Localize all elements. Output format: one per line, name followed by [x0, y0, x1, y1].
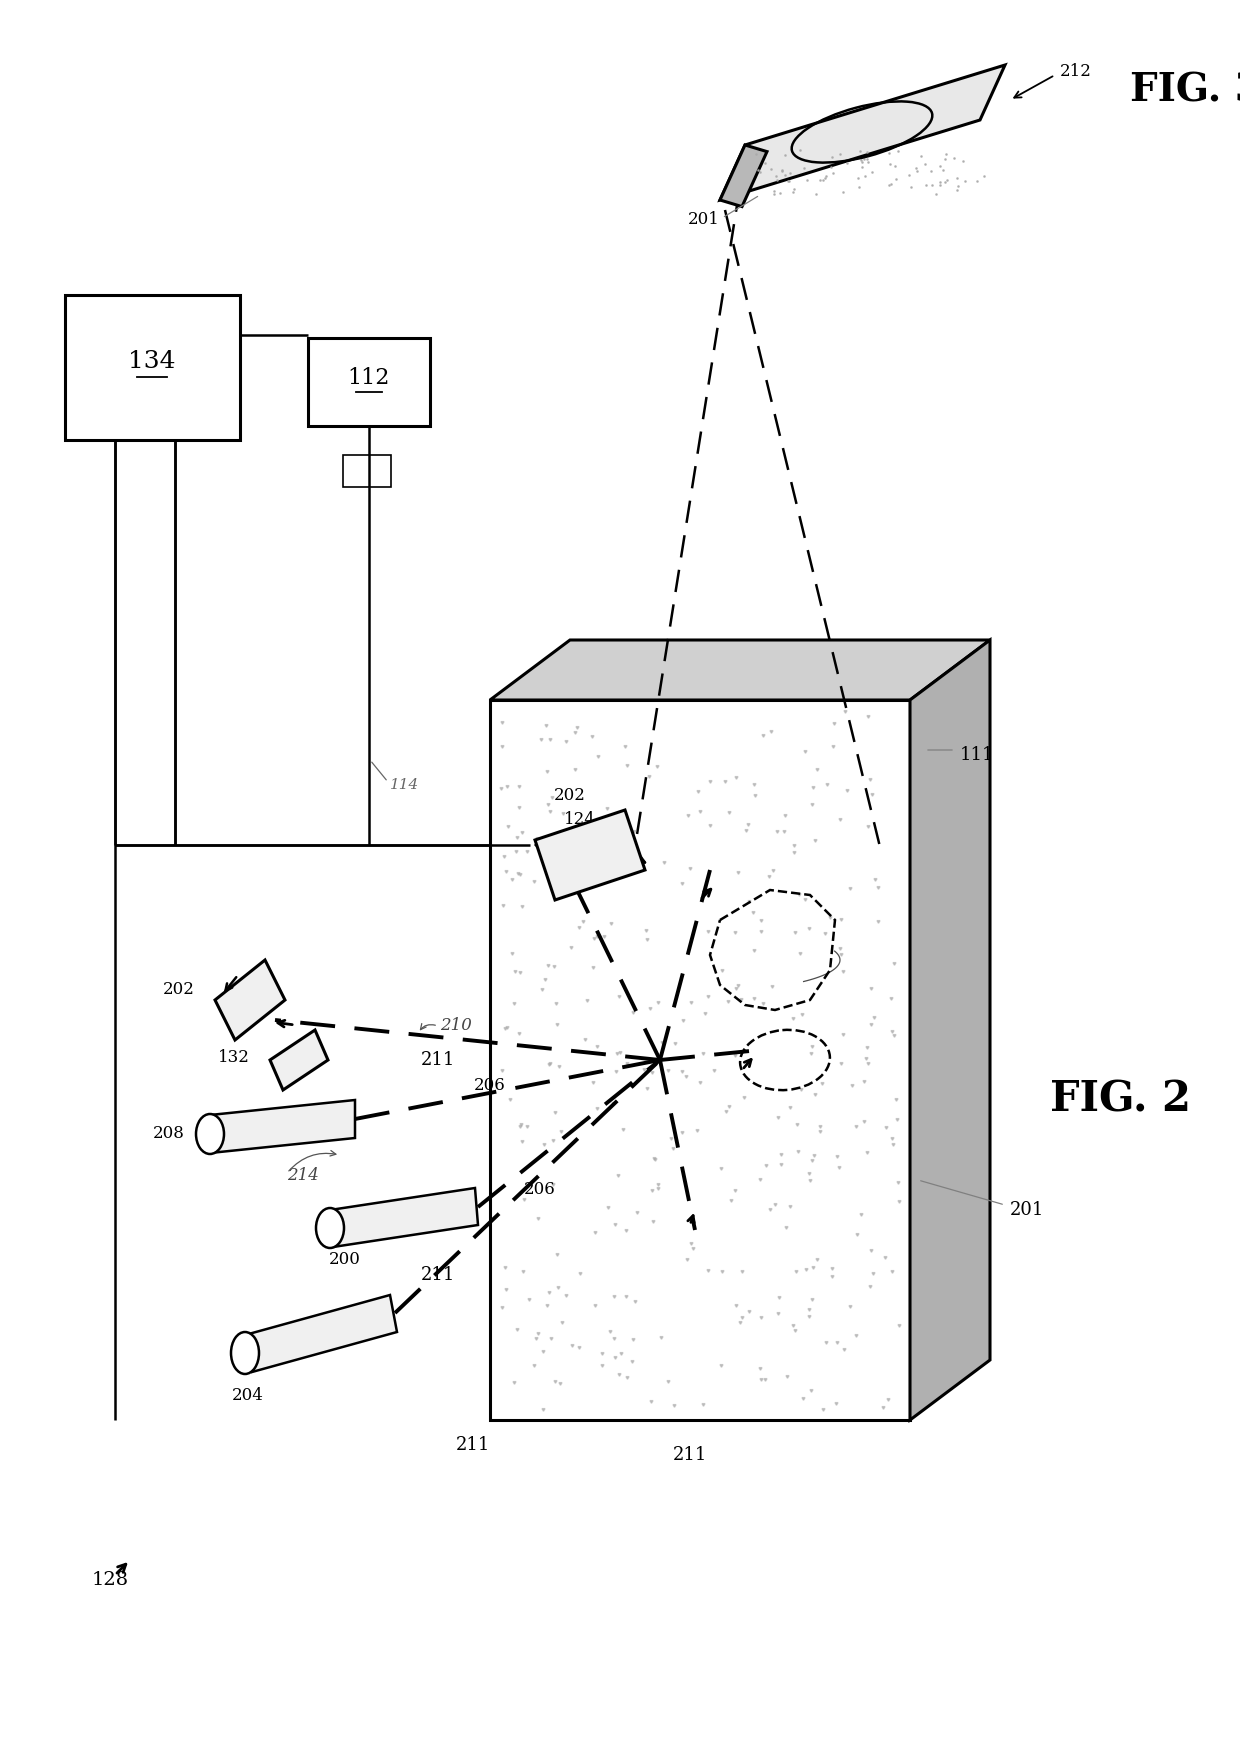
Text: 111: 111	[960, 746, 994, 764]
Ellipse shape	[196, 1115, 224, 1154]
Text: 214: 214	[286, 1166, 319, 1184]
Text: 211: 211	[420, 1267, 455, 1284]
Polygon shape	[343, 455, 391, 487]
Polygon shape	[210, 1101, 355, 1154]
Text: 112: 112	[347, 367, 391, 390]
Text: FIG. 3: FIG. 3	[1130, 71, 1240, 109]
Polygon shape	[490, 640, 990, 700]
Polygon shape	[246, 1295, 397, 1372]
Polygon shape	[910, 640, 990, 1420]
Polygon shape	[270, 1030, 329, 1090]
Text: 202: 202	[164, 981, 195, 998]
Polygon shape	[720, 145, 768, 206]
Text: 201: 201	[688, 212, 720, 229]
Text: FIG. 2: FIG. 2	[1050, 1080, 1190, 1120]
Polygon shape	[490, 700, 910, 1420]
Text: 208: 208	[153, 1125, 185, 1143]
Text: 211: 211	[673, 1446, 707, 1464]
Polygon shape	[534, 810, 645, 900]
Text: 124: 124	[564, 811, 596, 829]
Polygon shape	[720, 65, 1004, 199]
Text: 114: 114	[391, 778, 419, 792]
Ellipse shape	[316, 1208, 343, 1247]
Text: 212: 212	[1060, 64, 1092, 81]
Text: 132: 132	[218, 1050, 250, 1067]
Text: 206: 206	[474, 1076, 506, 1094]
Polygon shape	[215, 960, 285, 1041]
Ellipse shape	[231, 1332, 259, 1374]
Text: 134: 134	[128, 351, 176, 374]
Text: 206: 206	[525, 1182, 556, 1198]
Text: 202: 202	[554, 787, 587, 803]
Polygon shape	[308, 339, 430, 425]
Text: 128: 128	[92, 1572, 129, 1589]
Text: 201: 201	[1011, 1201, 1044, 1219]
Text: 210: 210	[440, 1016, 472, 1034]
Text: 211: 211	[455, 1436, 490, 1454]
Polygon shape	[64, 295, 241, 439]
Polygon shape	[330, 1187, 477, 1247]
Text: 204: 204	[232, 1387, 264, 1404]
Text: 200: 200	[329, 1251, 361, 1268]
Text: 211: 211	[420, 1051, 455, 1069]
